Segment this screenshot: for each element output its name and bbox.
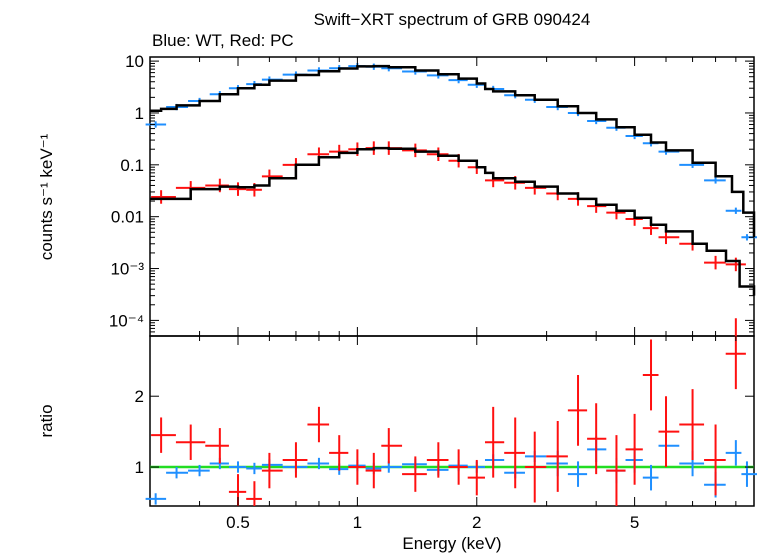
data-point-pc: [587, 403, 607, 475]
data-point-pc: [381, 428, 403, 464]
y-tick-label: 0.1: [120, 156, 144, 175]
model-step-wt-model: [150, 64, 756, 238]
data-point-pc: [205, 428, 229, 464]
data-point-wt: [381, 461, 403, 473]
data-point-wt: [741, 461, 758, 487]
y-tick-label: 1: [135, 104, 144, 123]
y-axis-label-spectrum: counts s⁻¹ keV⁻¹: [37, 133, 56, 260]
data-point-pc: [546, 421, 568, 492]
data-point-pc: [658, 396, 680, 468]
data-point-pc: [567, 374, 588, 446]
data-point-pc: [448, 449, 468, 485]
data-point-pc: [679, 389, 705, 460]
data-point-pc: [228, 182, 247, 196]
data-point-pc: [365, 452, 382, 489]
y-axis-label-ratio: ratio: [37, 404, 56, 437]
data-point-pc: [467, 459, 485, 496]
data-point-pc: [261, 169, 283, 184]
y-tick-label: 1: [135, 458, 144, 477]
data-point-pc: [484, 173, 505, 188]
data-point-pc: [642, 339, 659, 411]
data-point-pc: [426, 442, 449, 478]
y-tick-label: 2: [135, 387, 144, 406]
data-point-pc: [348, 449, 366, 485]
data-point-wt: [188, 464, 210, 477]
data-point-pc: [658, 230, 680, 245]
data-point-wt: [658, 433, 680, 459]
data-point-pc: [151, 417, 176, 453]
ratio-panel-frame: [149, 335, 755, 507]
data-point-pc: [261, 452, 283, 489]
chart-subtitle: Blue: WT, Red: PC: [152, 31, 294, 50]
data-point-wt: [166, 467, 189, 479]
data-point-wt: [642, 464, 659, 491]
y-tick-label: 10: [125, 52, 144, 71]
data-point-wt: [725, 207, 742, 214]
x-tick-label: 2: [472, 513, 481, 532]
data-point-pc: [704, 424, 726, 496]
data-point-wt: [704, 177, 726, 184]
data-point-pc: [625, 413, 643, 485]
x-tick-label: 5: [630, 513, 639, 532]
data-point-wt: [145, 121, 167, 128]
data-point-wt: [246, 462, 262, 475]
ratio-panel: 1 2 0.5 1 2 5: [135, 318, 758, 532]
data-point-pc: [606, 435, 626, 506]
data-point-pc: [329, 435, 349, 471]
data-point-pc: [725, 257, 746, 272]
spectrum-panel-frame: [149, 56, 755, 337]
data-point-wt: [484, 454, 505, 466]
y-tick-label: 10⁻³: [110, 260, 144, 279]
data-point-wt: [145, 493, 167, 505]
data-point-wt: [725, 440, 742, 466]
data-point-pc: [307, 406, 330, 443]
data-point-pc: [282, 442, 308, 478]
data-point-wt: [567, 461, 588, 487]
data-point-pc: [524, 431, 547, 503]
x-tick-label: 1: [353, 513, 362, 532]
y-tick-label: 10⁻⁴: [109, 311, 144, 330]
model-step-pc-model: [150, 146, 756, 296]
data-point-pc: [175, 424, 206, 460]
data-point-pc: [151, 190, 176, 204]
x-axis-label: Energy (keV): [402, 534, 501, 553]
data-point-pc: [504, 417, 525, 489]
data-point-pc: [246, 481, 262, 506]
spectrum-panel: 10 1 0.1 0.01 10⁻³ 10⁻⁴: [109, 52, 758, 337]
data-point-pc: [704, 255, 726, 270]
data-point-pc: [402, 456, 427, 492]
data-point-pc: [484, 406, 505, 478]
data-point-wt: [228, 461, 247, 473]
data-point-wt: [307, 457, 330, 470]
data-point-wt: [261, 459, 283, 471]
x-tick-label: 0.5: [226, 513, 250, 532]
data-point-pc: [725, 318, 746, 390]
y-tick-label: 0.01: [111, 208, 144, 227]
chart-title: Swift−XRT spectrum of GRB 090424: [314, 10, 591, 29]
